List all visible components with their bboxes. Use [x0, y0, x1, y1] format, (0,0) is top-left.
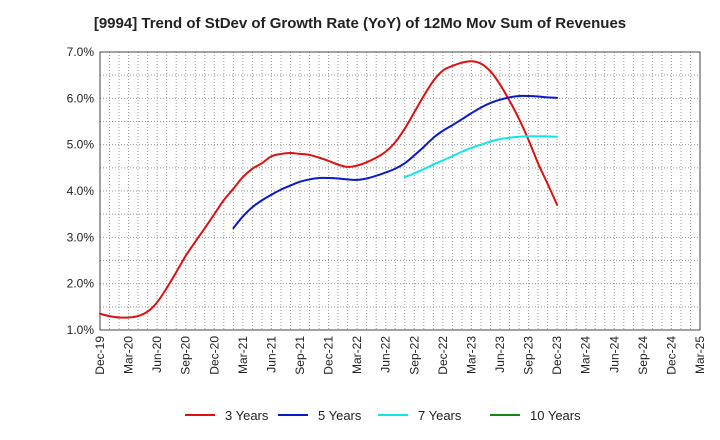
x-tick-label: Sep-20: [179, 336, 193, 375]
x-tick-label: Mar-20: [122, 336, 136, 374]
x-tick-label: Sep-23: [522, 336, 536, 375]
plot-frame: [99, 51, 701, 331]
x-tick-label: Sep-24: [636, 336, 650, 375]
x-tick-label: Sep-21: [293, 336, 307, 375]
x-tick-label: Jun-24: [607, 336, 621, 373]
series-line-3-years: [99, 60, 559, 319]
x-tick-label: Jun-23: [493, 336, 507, 373]
y-tick-label: 4.0%: [67, 184, 95, 198]
y-tick-label: 7.0%: [67, 45, 95, 59]
legend-label-10-years: 10 Years: [530, 408, 581, 423]
x-tick-label: Mar-21: [236, 336, 250, 374]
legend-label-7-years: 7 Years: [418, 408, 462, 423]
y-tick-label: 6.0%: [67, 91, 95, 105]
x-tick-label: Dec-24: [664, 336, 678, 375]
x-tick-label: Jun-20: [150, 336, 164, 373]
x-tick-label: Dec-20: [207, 336, 221, 375]
y-tick-label: 5.0%: [67, 138, 95, 152]
series-line-5-years: [232, 94, 559, 230]
x-tick-label: Jun-22: [379, 336, 393, 373]
x-tick-label: Dec-19: [93, 336, 107, 375]
x-tick-label: Dec-23: [550, 336, 564, 375]
x-tick-label: Mar-24: [579, 336, 593, 374]
y-tick-label: 2.0%: [67, 277, 95, 291]
x-tick-label: Mar-25: [693, 336, 707, 374]
legend-label-5-years: 5 Years: [318, 408, 362, 423]
chart-title: [9994] Trend of StDev of Growth Rate (Yo…: [93, 15, 627, 32]
y-tick-label: 3.0%: [67, 230, 95, 244]
x-tick-label: Mar-23: [464, 336, 478, 374]
x-tick-label: Mar-22: [350, 336, 364, 374]
x-tick-label: Dec-21: [322, 336, 336, 375]
legend-label-3-years: 3 Years: [225, 408, 269, 423]
x-tick-label: Sep-22: [407, 336, 421, 375]
series-line-7-years: [403, 135, 559, 179]
x-tick-label: Dec-22: [436, 336, 450, 375]
x-tick-label: Jun-21: [264, 336, 278, 373]
y-tick-label: 1.0%: [67, 323, 95, 337]
